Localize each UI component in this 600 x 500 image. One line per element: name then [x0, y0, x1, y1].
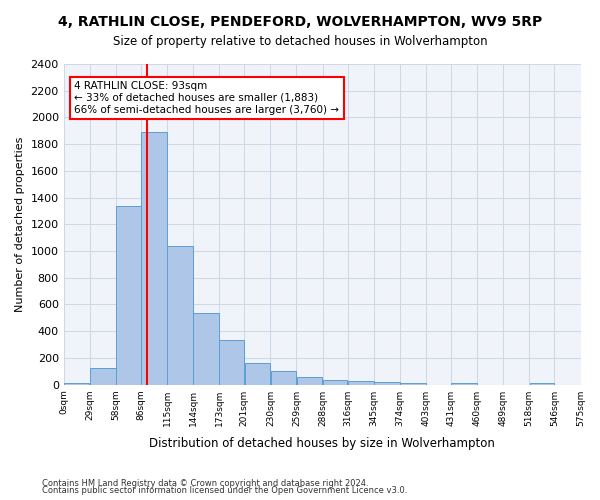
- Bar: [64, 382, 89, 384]
- Text: 4 RATHLIN CLOSE: 93sqm
← 33% of detached houses are smaller (1,883)
66% of semi-: 4 RATHLIN CLOSE: 93sqm ← 33% of detached…: [74, 82, 340, 114]
- Text: Size of property relative to detached houses in Wolverhampton: Size of property relative to detached ho…: [113, 35, 487, 48]
- X-axis label: Distribution of detached houses by size in Wolverhampton: Distribution of detached houses by size …: [149, 437, 495, 450]
- Bar: [348, 382, 374, 384]
- Bar: [90, 368, 116, 384]
- Text: Contains HM Land Registry data © Crown copyright and database right 2024.: Contains HM Land Registry data © Crown c…: [42, 478, 368, 488]
- Bar: [193, 312, 219, 384]
- Bar: [374, 382, 400, 384]
- Bar: [116, 206, 141, 384]
- Bar: [530, 382, 554, 384]
- Y-axis label: Number of detached properties: Number of detached properties: [15, 136, 25, 312]
- Bar: [297, 376, 322, 384]
- Bar: [245, 362, 270, 384]
- Bar: [400, 382, 425, 384]
- Bar: [451, 382, 477, 384]
- Text: 4, RATHLIN CLOSE, PENDEFORD, WOLVERHAMPTON, WV9 5RP: 4, RATHLIN CLOSE, PENDEFORD, WOLVERHAMPT…: [58, 15, 542, 29]
- Bar: [141, 132, 167, 384]
- Bar: [220, 340, 244, 384]
- Bar: [323, 380, 347, 384]
- Bar: [271, 370, 296, 384]
- Text: Contains public sector information licensed under the Open Government Licence v3: Contains public sector information licen…: [42, 486, 407, 495]
- Bar: [167, 246, 193, 384]
